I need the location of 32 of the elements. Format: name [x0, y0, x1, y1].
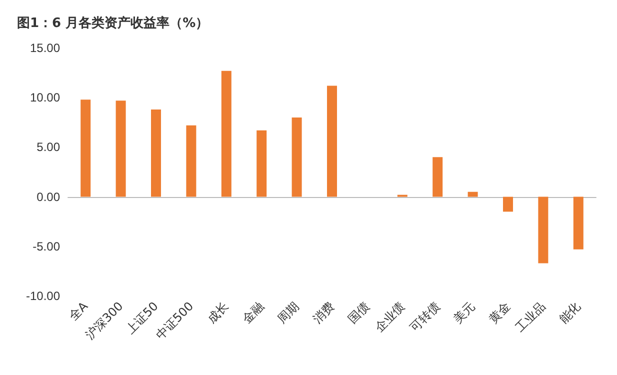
- x-tick-label: 周期: [274, 299, 302, 326]
- x-tick-label: 能化: [556, 299, 584, 326]
- bar: [292, 117, 302, 197]
- bar: [468, 192, 478, 197]
- x-tick-label: 美元: [450, 299, 478, 326]
- bar: [432, 157, 443, 197]
- y-tick-label: 15.00: [30, 41, 60, 55]
- x-tick-label: 全A: [66, 298, 92, 324]
- bar: [538, 196, 548, 264]
- x-tick-label: 消费: [310, 299, 337, 326]
- bar: [80, 100, 91, 197]
- bar: [573, 196, 584, 250]
- y-tick-label: 0.00: [36, 190, 60, 204]
- bar: [256, 130, 267, 197]
- chart-title: 图1：6 月各类资产收益率（%）: [17, 15, 209, 31]
- bar: [221, 70, 232, 197]
- x-tick-label: 成长: [204, 299, 232, 326]
- x-tick-label: 金融: [240, 299, 267, 326]
- y-tick-label: 5.00: [36, 140, 60, 154]
- bar: [327, 86, 337, 197]
- x-tick-label: 国债: [345, 299, 372, 326]
- x-tick-label: 黄金: [486, 299, 513, 326]
- bar: [116, 100, 126, 197]
- y-tick-label: -10.00: [26, 289, 60, 303]
- bar: [186, 125, 196, 197]
- bar: [503, 196, 513, 212]
- x-tick-label: 企业债: [372, 299, 408, 334]
- bar: [151, 110, 161, 197]
- y-tick-label: 10.00: [30, 90, 60, 105]
- y-tick-label: -5.00: [32, 239, 60, 254]
- x-tick-label: 工业品: [512, 299, 548, 334]
- x-tick-label: 可转债: [407, 299, 443, 334]
